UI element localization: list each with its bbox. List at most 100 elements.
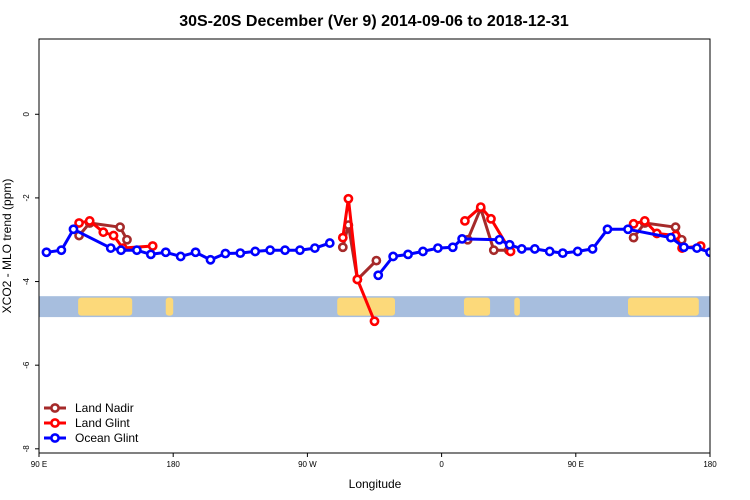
ocean-glint-point (692, 243, 702, 253)
land-nadir-point (122, 234, 132, 245)
legend-land-glint-label: Land Glint (75, 416, 130, 430)
land-nadir-point (115, 222, 125, 233)
land-nadir-point (670, 222, 681, 233)
x-tick-label: 90 E (31, 460, 47, 469)
legend-ocean-glint-label: Ocean Glint (75, 431, 139, 445)
y-axis-label: XCO2 - MLO trend (ppm) (0, 179, 14, 314)
ocean-glint-point (504, 239, 515, 250)
ocean-glint-point (295, 245, 305, 256)
ocean-glint-point (280, 245, 290, 256)
ocean-glint-line (377, 227, 710, 277)
ocean-glint-point (432, 243, 443, 253)
ocean-glint-point (250, 246, 261, 257)
legend-land-nadir-marker (50, 403, 60, 413)
x-tick-label: 0 (439, 460, 444, 469)
chart-title: 30S-20S December (Ver 9) 2014-09-06 to 2… (179, 13, 569, 30)
ocean-glint-point (572, 246, 583, 257)
land-glint-point (486, 213, 496, 224)
ocean-glint-point (403, 249, 413, 260)
ocean-glint-point (309, 243, 320, 253)
land-nadir-line (466, 204, 509, 252)
land-glint-point (343, 193, 354, 204)
legend-land-glint-marker (50, 418, 60, 428)
axis-ticks: 90 E 180 90 W 0 90 E 180 0 -2 -4 -6 -8 (22, 111, 717, 469)
ocean-glint-point (447, 242, 458, 253)
land-segment (627, 297, 699, 316)
land-glint-point (639, 216, 650, 226)
land-nadir-point (337, 242, 348, 253)
x-tick-label: 180 (703, 460, 717, 469)
land-glint-point (628, 218, 639, 229)
ocean-glint-point (721, 250, 728, 257)
x-tick-label: 180 (167, 460, 181, 469)
plot-frame (38, 38, 711, 454)
ocean-glint-point (145, 249, 156, 260)
ocean-glint-point (205, 254, 216, 265)
ocean-glint-point (587, 244, 598, 254)
land-glint-point (352, 274, 363, 285)
x-tick-label: 90 W (298, 460, 317, 469)
ocean-glint-point (324, 238, 335, 248)
ocean-glint-point (529, 244, 540, 254)
ocean-glint-point (41, 247, 52, 258)
ocean-glint-point (602, 224, 613, 235)
land-glint-point (74, 218, 84, 228)
ocean-glint-point (175, 251, 186, 262)
x-tick-label: 90 E (568, 460, 584, 469)
land-nadir-line (77, 221, 129, 241)
ocean-glint-point (105, 243, 116, 253)
land-glint-point (369, 316, 380, 327)
land-glint-point (475, 202, 486, 213)
ocean-glint-point (665, 232, 676, 243)
land-glint-point (147, 241, 158, 251)
ocean-glint-point (388, 251, 399, 262)
series-layer (41, 193, 728, 327)
y-tick-label: -8 (22, 445, 31, 453)
land-glint-point (459, 216, 470, 226)
land-segment (78, 297, 133, 316)
ocean-glint-point (457, 233, 468, 244)
ocean-glint-point (131, 245, 142, 256)
land-nadir-point (488, 245, 499, 256)
ocean-glint-point (623, 224, 633, 235)
y-tick-label: -4 (22, 277, 31, 285)
land-glint-point (84, 216, 95, 226)
legend-land-nadir-label: Land Nadir (75, 401, 134, 415)
land-glint-point (98, 227, 109, 238)
land-segment (165, 297, 174, 316)
land-segment (463, 297, 491, 316)
land-nadir-point (371, 255, 382, 266)
ocean-glint-point (220, 248, 231, 259)
ocean-glint-point (516, 244, 527, 254)
ocean-glint-point (494, 234, 505, 245)
ocean-glint-point (679, 242, 689, 253)
ocean-glint-point (373, 270, 384, 281)
ocean-glint-point (190, 247, 201, 258)
land-glint-point (108, 230, 119, 241)
land-segment (337, 297, 396, 316)
ocean-glint-point (557, 248, 568, 259)
ocean-glint-point (705, 247, 710, 258)
ocean-glint-point (68, 224, 79, 235)
land-nadir-point (628, 232, 639, 243)
ocean-glint-point (160, 247, 171, 258)
ocean-glint-line (46, 227, 331, 262)
ocean-glint-point (56, 245, 67, 256)
legend-ocean-glint-marker (50, 433, 60, 443)
x-axis-label: Longitude (349, 477, 402, 491)
ocean-glint-point (116, 245, 126, 256)
y-tick-label: 0 (22, 111, 31, 116)
land-glint-line (341, 198, 376, 322)
ocean-glint-point (418, 246, 428, 257)
land-ocean-band (39, 296, 710, 318)
ocean-glint-point (544, 246, 555, 257)
land-segment (514, 297, 520, 316)
ocean-glint-point (235, 248, 246, 259)
y-tick-label: -6 (22, 361, 31, 369)
ocean-glint-point (265, 245, 276, 256)
land-glint-point (337, 232, 348, 243)
land-nadir-line (341, 224, 378, 283)
y-tick-label: -2 (22, 194, 31, 202)
